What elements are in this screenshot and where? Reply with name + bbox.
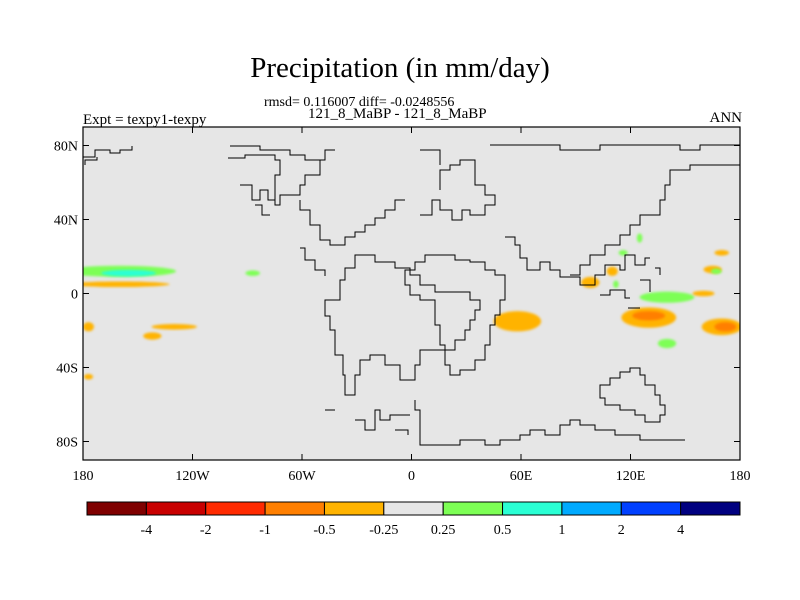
y-tick-label: 40N: [54, 214, 78, 229]
colorbar-swatch-7: [502, 501, 563, 516]
colorbar-label: 4: [677, 523, 684, 538]
colorbar: -4 -2 -1 -0.5 -0.25 0.25 0.5 1 2 4: [86, 501, 741, 538]
anomaly-region-2: [83, 281, 170, 288]
season-label: ANN: [709, 110, 743, 126]
anomaly-region-14: [581, 276, 600, 288]
anomaly-region-23: [618, 250, 628, 256]
anomaly-region-12: [714, 322, 737, 332]
colorbar-label: -2: [200, 523, 212, 538]
colorbar-label: -4: [141, 523, 153, 538]
coastline-greenland-arctic: [230, 145, 335, 161]
y-tick-label: 40S: [56, 362, 78, 377]
anomaly-region-21: [636, 233, 643, 243]
colorbar-swatch-1: [145, 501, 207, 516]
colorbar-swatch-6: [442, 501, 504, 516]
coastline-eurasia-north: [490, 144, 740, 151]
experiment-label: Expt = texpy1-texpy: [83, 112, 207, 128]
colorbar-swatch-8: [561, 501, 622, 516]
x-tick-label: 180: [730, 469, 751, 484]
colorbar-swatch-5: [383, 501, 444, 516]
x-tick-label: 0: [408, 469, 415, 484]
colorbar-label: 2: [618, 523, 625, 538]
x-tick-label: 60E: [510, 469, 533, 484]
coastline-north-america-west: [255, 199, 405, 246]
coastlines: [83, 144, 740, 446]
coastline-asia-east: [570, 164, 740, 276]
chart-title: Precipitation (in mm/day): [250, 52, 550, 84]
coastline-australia: [599, 367, 666, 423]
anomaly-region-22: [613, 280, 619, 288]
colorbar-label: 1: [558, 523, 565, 538]
coastline-africa: [404, 254, 506, 376]
coastline-asia-south: [505, 236, 650, 286]
colorbar-swatch-9: [620, 501, 682, 516]
plot-background: [83, 127, 740, 460]
anomaly-region-1: [101, 269, 156, 277]
colorbar-swatch-2: [205, 501, 266, 516]
colorbar-label: -0.25: [369, 523, 398, 538]
anomaly-region-13: [639, 291, 695, 303]
anomaly-region-6: [143, 332, 162, 340]
y-tick-label: 80S: [56, 436, 78, 451]
colorbar-label: -0.5: [313, 523, 335, 538]
coastline-central-america: [300, 247, 326, 276]
anomaly-regions: [83, 233, 740, 380]
colorbar-swatch-0: [86, 501, 147, 516]
y-tick-label: 80N: [54, 140, 78, 155]
anomaly-region-19: [692, 290, 715, 297]
colorbar-label: -1: [259, 523, 271, 538]
anomaly-region-10: [632, 311, 666, 321]
coastline-antarctica-west: [325, 409, 410, 435]
coastline-canada-east: [228, 154, 281, 201]
coastline-us-east: [268, 160, 321, 206]
colorbar-swatch-4: [323, 501, 385, 516]
x-tick-label: 120E: [616, 469, 646, 484]
anomaly-region-15: [606, 266, 618, 276]
anomaly-region-8: [493, 311, 542, 332]
colorbar-label: 0.5: [494, 523, 512, 538]
anomaly-region-5: [151, 324, 198, 330]
y-axis: 80N 40N 0 40S 80S: [54, 140, 740, 451]
anomaly-region-7: [83, 373, 94, 380]
x-tick-label: 60W: [288, 469, 316, 484]
colorbar-swatch-10: [680, 501, 741, 516]
colorbar-label: 0.25: [431, 523, 456, 538]
case-label: 121_8_MaBP - 121_8_MaBP: [308, 106, 487, 122]
x-tick-label: 180: [73, 469, 94, 484]
chart-subtitle: rmsd= 0.116007 diff= -0.0248556: [264, 95, 455, 110]
anomaly-region-4: [83, 322, 94, 332]
coastline-north-america: [83, 146, 133, 165]
anomaly-region-18: [714, 250, 730, 256]
coastline-maritime-continent: [600, 267, 661, 309]
x-tick-label: 120W: [175, 469, 210, 484]
colorbar-swatch-3: [264, 501, 325, 516]
x-axis: 180 120W 60W 0 60E 120E 180: [73, 127, 751, 484]
coastline-antarctica: [414, 400, 685, 446]
coastline-europe: [420, 149, 496, 221]
anomaly-region-3: [245, 270, 261, 276]
coastline-south-america: [324, 254, 481, 396]
anomaly-region-20: [710, 268, 722, 275]
y-tick-label: 0: [71, 288, 78, 303]
anomaly-region-16: [657, 338, 677, 349]
